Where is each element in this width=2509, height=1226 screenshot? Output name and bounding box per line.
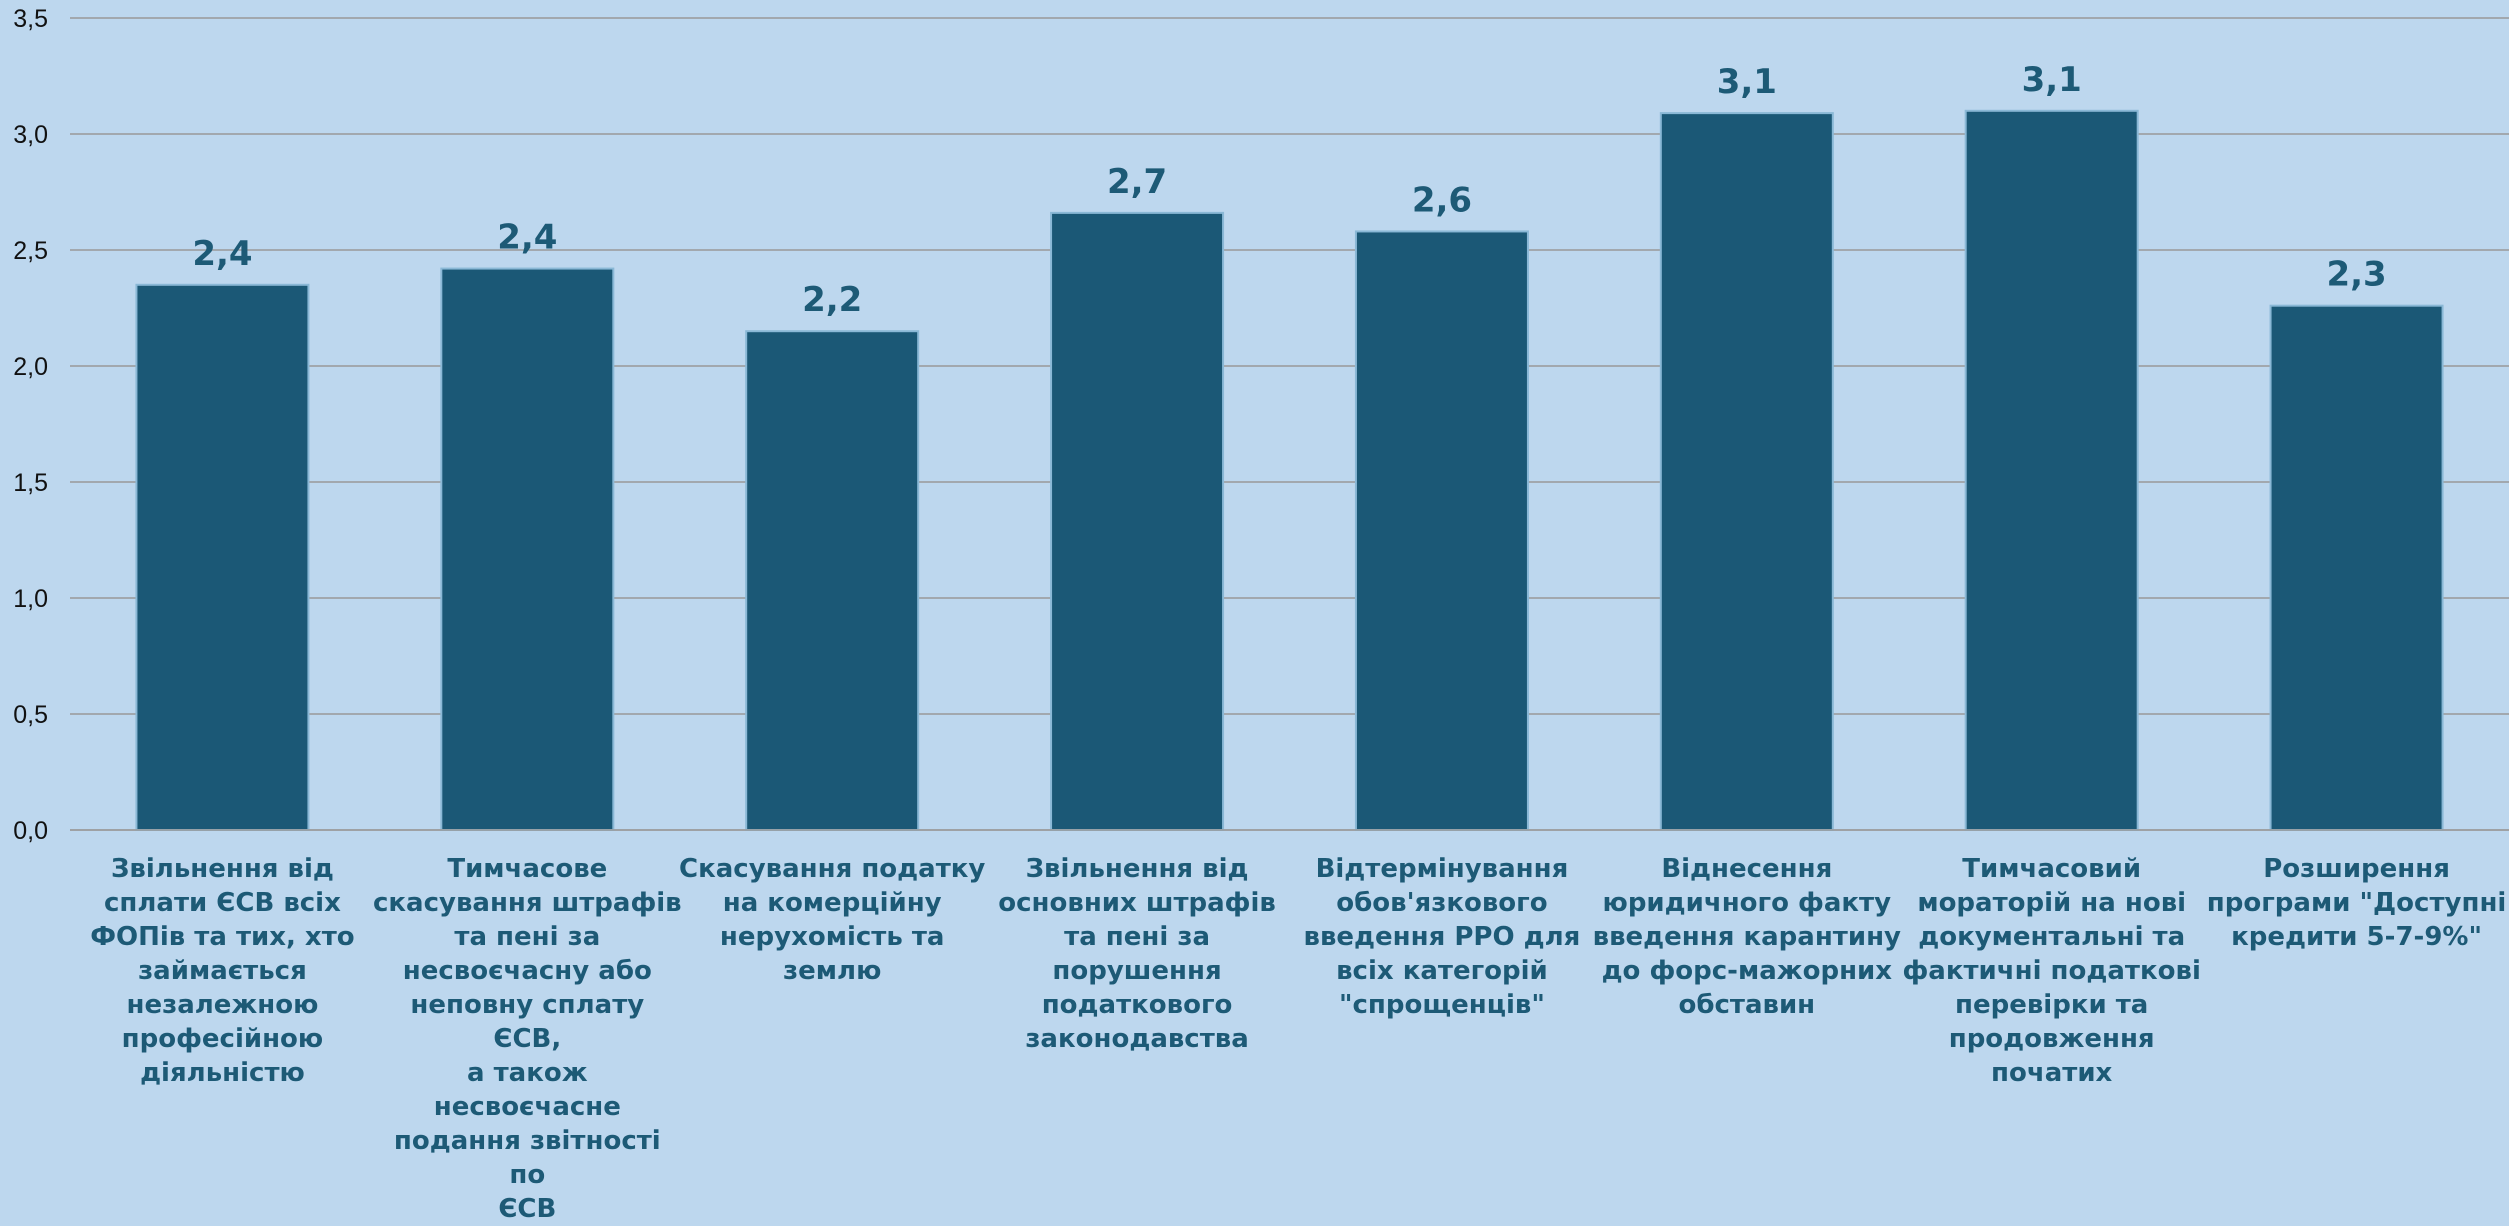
x-category-label-line: введення РРО для: [1303, 922, 1581, 952]
x-category-label-line: Звільнення від: [110, 854, 334, 884]
x-category-label-line: та пені за: [454, 922, 601, 952]
y-tick-label: 2,5: [13, 237, 48, 265]
x-category-label-line: діяльністю: [140, 1058, 305, 1088]
x-category-label-line: мораторій на нові: [1917, 888, 2187, 918]
bar: [1964, 109, 2139, 832]
x-category-label-line: перевірки та: [1955, 990, 2149, 1020]
x-category-label-line: до форс-мажорних: [1601, 956, 1893, 986]
x-category-label-line: "спрощенців": [1338, 990, 1545, 1020]
x-category-label-line: а також: [467, 1058, 588, 1088]
bar: [1659, 112, 1834, 832]
x-category-label-line: всіх категорій: [1336, 956, 1548, 986]
x-category-label-line: введення карантину: [1592, 922, 1901, 952]
x-category-label-line: основних штрафів: [998, 888, 1276, 918]
y-tick-label: 3,5: [13, 5, 48, 33]
x-category-label-line: подання звітності по: [393, 1126, 661, 1190]
data-label: 2,7: [1107, 162, 1167, 202]
data-label: 2,4: [192, 234, 252, 274]
x-category-label-line: займається: [138, 956, 307, 986]
x-category-label-line: Відтермінування: [1315, 854, 1569, 884]
data-label: 2,6: [1412, 180, 1472, 220]
x-category-label-line: Віднесення: [1661, 854, 1833, 884]
y-tick-label: 0,0: [13, 817, 48, 845]
data-label: 3,1: [1717, 62, 1777, 102]
data-label: 2,3: [2326, 255, 2386, 295]
bar: [135, 283, 310, 831]
x-category-label-line: продовження: [1948, 1024, 2155, 1054]
x-category-label-line: незалежною: [126, 990, 319, 1020]
x-category-label-line: податкового: [1041, 990, 1233, 1020]
x-category-label-line: обов'язкового: [1336, 888, 1548, 918]
x-category-label-line: програми "Доступні: [2206, 888, 2507, 918]
x-category-label-line: початих: [1991, 1058, 2113, 1088]
x-category-label: Відтермінування обов'язкового введення РРО…: [1287, 852, 1597, 1022]
x-category-label: Віднесення юридичного факту введення каран…: [1592, 852, 1902, 1022]
bar: [2269, 304, 2444, 831]
x-category-label-line: порушення: [1052, 956, 1222, 986]
x-category-label-line: на комерційну: [722, 888, 942, 918]
y-tick-label: 0,5: [13, 701, 48, 729]
x-category-label-line: Звільнення від: [1025, 854, 1249, 884]
bar: [745, 330, 920, 831]
x-category-label-line: несвоєчасне: [433, 1092, 621, 1122]
x-category-label-line: нерухомість та: [719, 922, 945, 952]
bar: [1354, 230, 1529, 831]
x-category-label-line: землю: [783, 956, 882, 986]
x-category-label: Тимчасовий мораторій на нові документальні…: [1897, 852, 2207, 1090]
x-category-label-line: фактичні податкові: [1902, 956, 2201, 986]
x-category-label-line: Тимчасове: [447, 854, 608, 884]
x-category-label-line: Тимчасовий: [1962, 854, 2142, 884]
y-tick-label: 1,0: [13, 585, 48, 613]
x-category-label-line: та пені за: [1064, 922, 1210, 952]
x-category-label-line: Розширення: [2263, 854, 2450, 884]
x-category-label-line: несвоєчасну або: [402, 956, 652, 986]
data-label: 2,4: [497, 218, 557, 258]
x-category-label-line: обставин: [1678, 990, 1816, 1020]
x-category-label-line: ЄСВ: [498, 1194, 557, 1224]
x-category-label-line: неповну сплату ЄСВ,: [410, 990, 645, 1054]
y-tick-label: 2,0: [13, 353, 48, 381]
data-label: 2,2: [802, 280, 862, 320]
x-category-label: Скасування податку на комерційну нерухоміс…: [677, 852, 987, 988]
x-category-label-line: кредити 5-7-9%": [2231, 922, 2483, 952]
x-category-label-line: документальні та: [1918, 922, 2186, 952]
x-category-label-line: юридичного факту: [1602, 888, 1892, 918]
x-category-label: Тимчасове скасування штрафів та пені за нес…: [372, 852, 682, 1226]
x-category-label: Розширення програми "Доступні кредити 5-7-…: [2202, 852, 2509, 954]
bar: [440, 267, 615, 831]
x-category-label-line: ФОПів та тих, хто: [90, 922, 355, 952]
x-category-label-line: сплати ЄСВ всіх: [103, 888, 341, 918]
chart-svg: 0,0 0,5 1,0 1,5 2,0 2,5 3,0 3,5 2,4 2,4 2,2 2,7 2,6 3…: [13, 5, 2509, 845]
bar-chart: 0,0 0,5 1,0 1,5 2,0 2,5 3,0 3,5 2,4 2,4 2,2 2,7 2,6 3…: [13, 5, 2509, 1224]
bar: [1050, 211, 1225, 831]
y-tick-label: 3,0: [13, 121, 48, 149]
x-category-label-line: професійною: [121, 1024, 324, 1054]
x-category-label: Звільнення від сплати ЄСВ всіх ФОПів та ти…: [67, 852, 377, 1090]
x-category-label-line: скасування штрафів: [372, 888, 682, 918]
x-category-label-line: Скасування податку: [679, 854, 986, 884]
data-label: 3,1: [2022, 60, 2082, 100]
y-tick-label: 1,5: [13, 469, 48, 497]
x-category-label-line: законодавства: [1025, 1024, 1249, 1054]
x-category-label: Звільнення від основних штрафів та пені за…: [982, 852, 1292, 1056]
